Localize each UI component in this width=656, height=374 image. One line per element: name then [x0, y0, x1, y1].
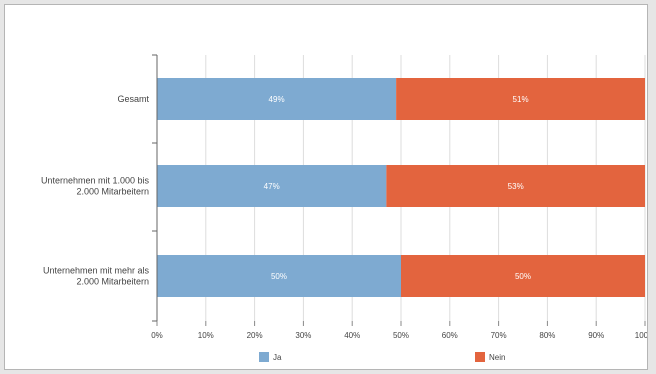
category-label-line: Unternehmen mit 1.000 bis — [41, 176, 150, 186]
category-label-line: Gesamt — [117, 94, 149, 104]
x-tick-label: 10% — [198, 331, 214, 340]
bar-value-label: 49% — [269, 95, 285, 104]
bar-series-2 — [401, 255, 645, 297]
bar-labels: 49% 51% 47% 53% 50% 50% — [264, 95, 531, 281]
category-label-line: Unternehmen mit mehr als — [43, 266, 150, 276]
legend-swatch — [259, 352, 269, 362]
x-tick-label: 80% — [539, 331, 555, 340]
legend: Ja Nein — [259, 352, 505, 362]
category-label: Unternehmen mit 1.000 bis 2.000 Mitarbeit… — [41, 176, 150, 197]
chart-frame: 49% 51% 47% 53% 50% 50% 0% 10% 20% 30% 40% 50% 60% 7… — [4, 4, 648, 370]
x-tick-label: 20% — [247, 331, 263, 340]
stacked-bar-chart: 49% 51% 47% 53% 50% 50% 0% 10% 20% 30% 40% 50% 60% 7… — [41, 54, 648, 362]
x-tick-label: 60% — [442, 331, 458, 340]
category-label-line: 2.000 Mitarbeitern — [76, 277, 149, 287]
x-tick-label: 0% — [151, 331, 163, 340]
x-tick-label: 100% — [635, 331, 648, 340]
legend-label: Nein — [489, 353, 505, 362]
bar-series-1 — [157, 78, 397, 120]
x-tick-label: 70% — [491, 331, 507, 340]
bar-value-label: 53% — [508, 182, 524, 191]
x-tick-label: 40% — [344, 331, 360, 340]
bars — [157, 78, 645, 297]
bar-series-2 — [396, 78, 645, 120]
category-label: Gesamt — [117, 94, 149, 104]
x-tick-label: 50% — [393, 331, 409, 340]
category-label: Unternehmen mit mehr als 2.000 Mitarbeite… — [43, 266, 150, 287]
category-label-line: 2.000 Mitarbeitern — [76, 187, 149, 197]
bar-series-1 — [157, 165, 387, 207]
bar-value-label: 47% — [264, 182, 280, 191]
bar-series-1 — [157, 255, 401, 297]
bar-value-label: 51% — [513, 95, 529, 104]
legend-label: Ja — [273, 353, 282, 362]
legend-swatch — [475, 352, 485, 362]
bar-series-2 — [386, 165, 645, 207]
bar-value-label: 50% — [271, 272, 287, 281]
bar-value-label: 50% — [515, 272, 531, 281]
x-tick-label: 90% — [588, 331, 604, 340]
x-tick-label: 30% — [295, 331, 311, 340]
axes: 0% 10% 20% 30% 40% 50% 60% 70% 80% 90% 100% Gesamt U… — [41, 54, 648, 340]
